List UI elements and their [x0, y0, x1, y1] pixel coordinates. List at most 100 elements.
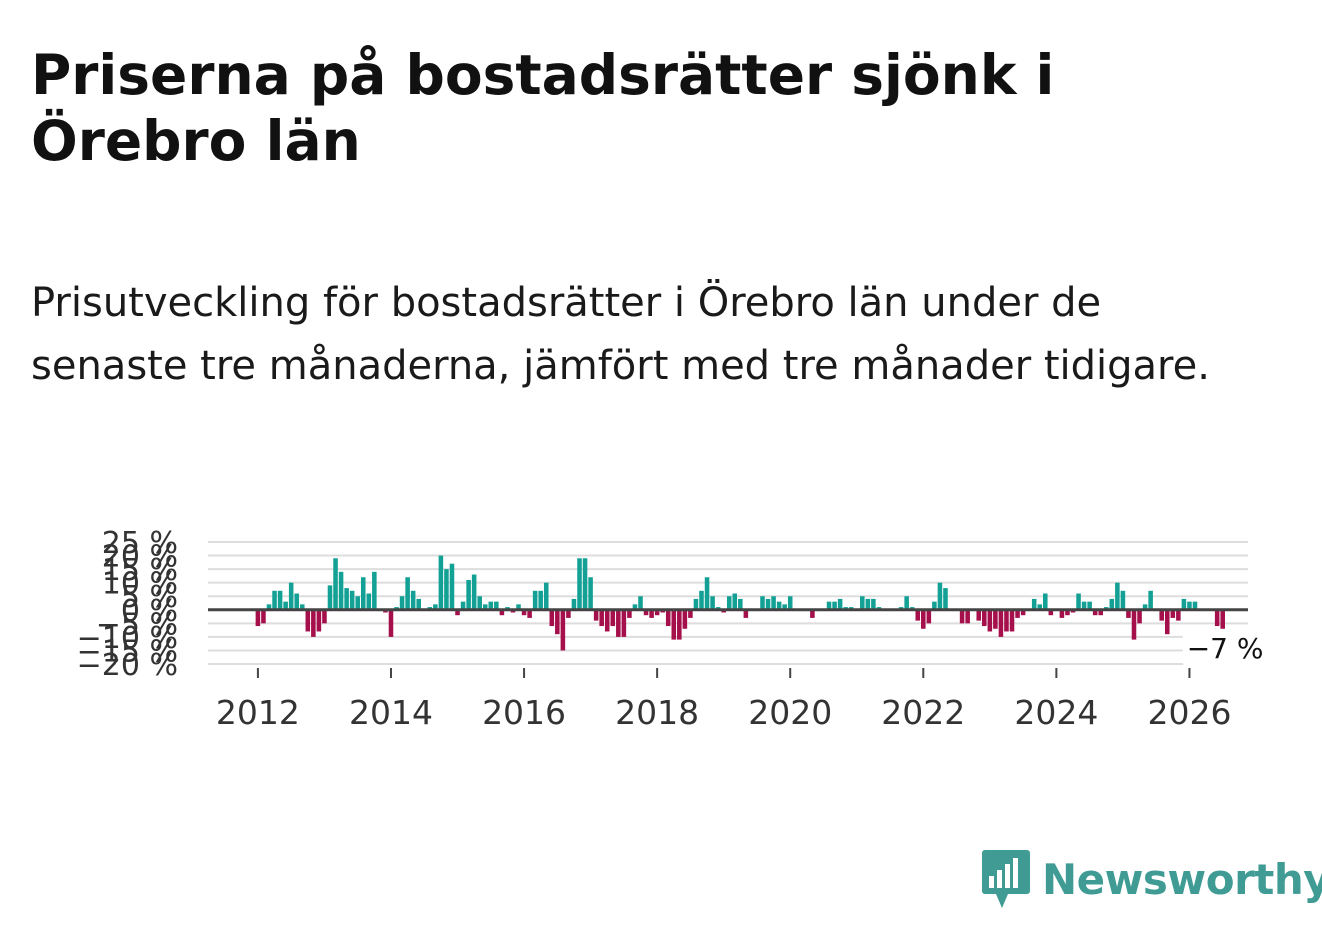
- bar: [577, 558, 582, 610]
- bar: [638, 596, 643, 610]
- bar-chart-logo-icon: [982, 850, 1030, 908]
- bar: [1037, 604, 1043, 610]
- bar: [405, 577, 410, 610]
- bar: [366, 593, 372, 610]
- bar: [593, 609, 599, 621]
- bar: [782, 604, 787, 610]
- bar: [943, 588, 948, 610]
- bar: [832, 601, 837, 610]
- bar: [904, 596, 909, 610]
- bar: [1220, 609, 1225, 629]
- bar: [632, 604, 638, 610]
- bar: [261, 609, 266, 624]
- bar: [993, 609, 998, 629]
- bar: [349, 590, 355, 610]
- bar: [288, 582, 294, 610]
- bar: [360, 577, 366, 610]
- bar: [621, 609, 627, 637]
- bar: [837, 598, 843, 610]
- y-tick-label: −5 %: [96, 607, 178, 642]
- last-value-bg: [1182, 629, 1265, 666]
- bar: [283, 601, 288, 610]
- x-tick-label: 2024: [1014, 693, 1098, 730]
- bar: [477, 596, 482, 610]
- bar: [776, 601, 782, 610]
- bar: [677, 609, 682, 640]
- bar-chart: 25 %20 %15 %10 %5 %0 %−5 %−10 %−15 %−20 …: [77, 526, 1265, 730]
- bar: [1081, 601, 1087, 610]
- bar: [488, 601, 494, 610]
- bar: [682, 609, 688, 629]
- bar: [316, 609, 322, 632]
- bar: [532, 590, 538, 610]
- bar: [1009, 609, 1015, 632]
- bar: [372, 571, 377, 610]
- bar: [654, 609, 660, 616]
- bar: [1176, 609, 1181, 621]
- bar: [726, 596, 732, 610]
- bar: [987, 609, 993, 632]
- bar: [399, 596, 405, 610]
- bar: [460, 601, 466, 610]
- y-tick-label: −15 %: [77, 634, 178, 669]
- bar: [471, 574, 477, 610]
- bar: [743, 609, 749, 618]
- bar: [355, 596, 360, 610]
- bar: [516, 604, 521, 610]
- bar: [688, 609, 693, 618]
- bar: [433, 604, 438, 610]
- bar: [299, 604, 305, 610]
- bar: [810, 609, 815, 618]
- bar: [438, 555, 444, 610]
- bars: [255, 555, 1225, 651]
- bar: [671, 609, 677, 640]
- bar: [555, 609, 560, 635]
- bar: [455, 609, 460, 616]
- y-tick-label: 0 %: [121, 594, 178, 629]
- bar: [1043, 593, 1048, 610]
- bar: [294, 593, 299, 610]
- bar: [1170, 609, 1176, 618]
- y-tick-label: 25 %: [102, 526, 178, 561]
- bar: [466, 579, 471, 610]
- bar: [277, 590, 283, 610]
- bar: [1115, 582, 1120, 610]
- annotations: −7 %: [1182, 629, 1265, 666]
- bar: [322, 609, 327, 624]
- bar: [599, 609, 604, 627]
- bar: [765, 598, 771, 610]
- bar: [255, 609, 261, 627]
- y-tick-label: −10 %: [77, 621, 178, 656]
- bar: [1059, 609, 1065, 618]
- chart-subtitle: Prisutveckling för bostadsrätter i Örebr…: [31, 280, 1210, 389]
- bar: [1142, 604, 1148, 610]
- bar: [1076, 593, 1081, 610]
- bar: [566, 609, 571, 618]
- bar: [1098, 609, 1103, 616]
- bar: [1187, 601, 1192, 610]
- bar: [416, 598, 421, 610]
- bar: [1126, 609, 1131, 618]
- bar: [738, 598, 743, 610]
- bar: [311, 609, 316, 637]
- bar: [521, 609, 527, 616]
- bar: [543, 582, 549, 610]
- bar: [604, 609, 610, 632]
- bar: [649, 609, 654, 618]
- bar: [1148, 590, 1153, 610]
- brand-name: Newsworthy: [1042, 854, 1322, 904]
- bar: [538, 590, 543, 610]
- bar: [449, 563, 455, 610]
- last-value-label: −7 %: [1187, 632, 1264, 665]
- bar: [616, 609, 621, 637]
- x-tick-label: 2018: [615, 693, 699, 730]
- bar: [976, 609, 982, 621]
- bar: [1004, 609, 1009, 632]
- chart-title: Priserna på bostadsrätter sjönk i Örebro…: [31, 43, 1055, 173]
- bar: [704, 577, 710, 610]
- bar: [1137, 609, 1142, 624]
- bar: [865, 598, 871, 610]
- bar: [560, 609, 566, 651]
- x-tick-label: 2022: [881, 693, 965, 730]
- bar: [1031, 598, 1037, 610]
